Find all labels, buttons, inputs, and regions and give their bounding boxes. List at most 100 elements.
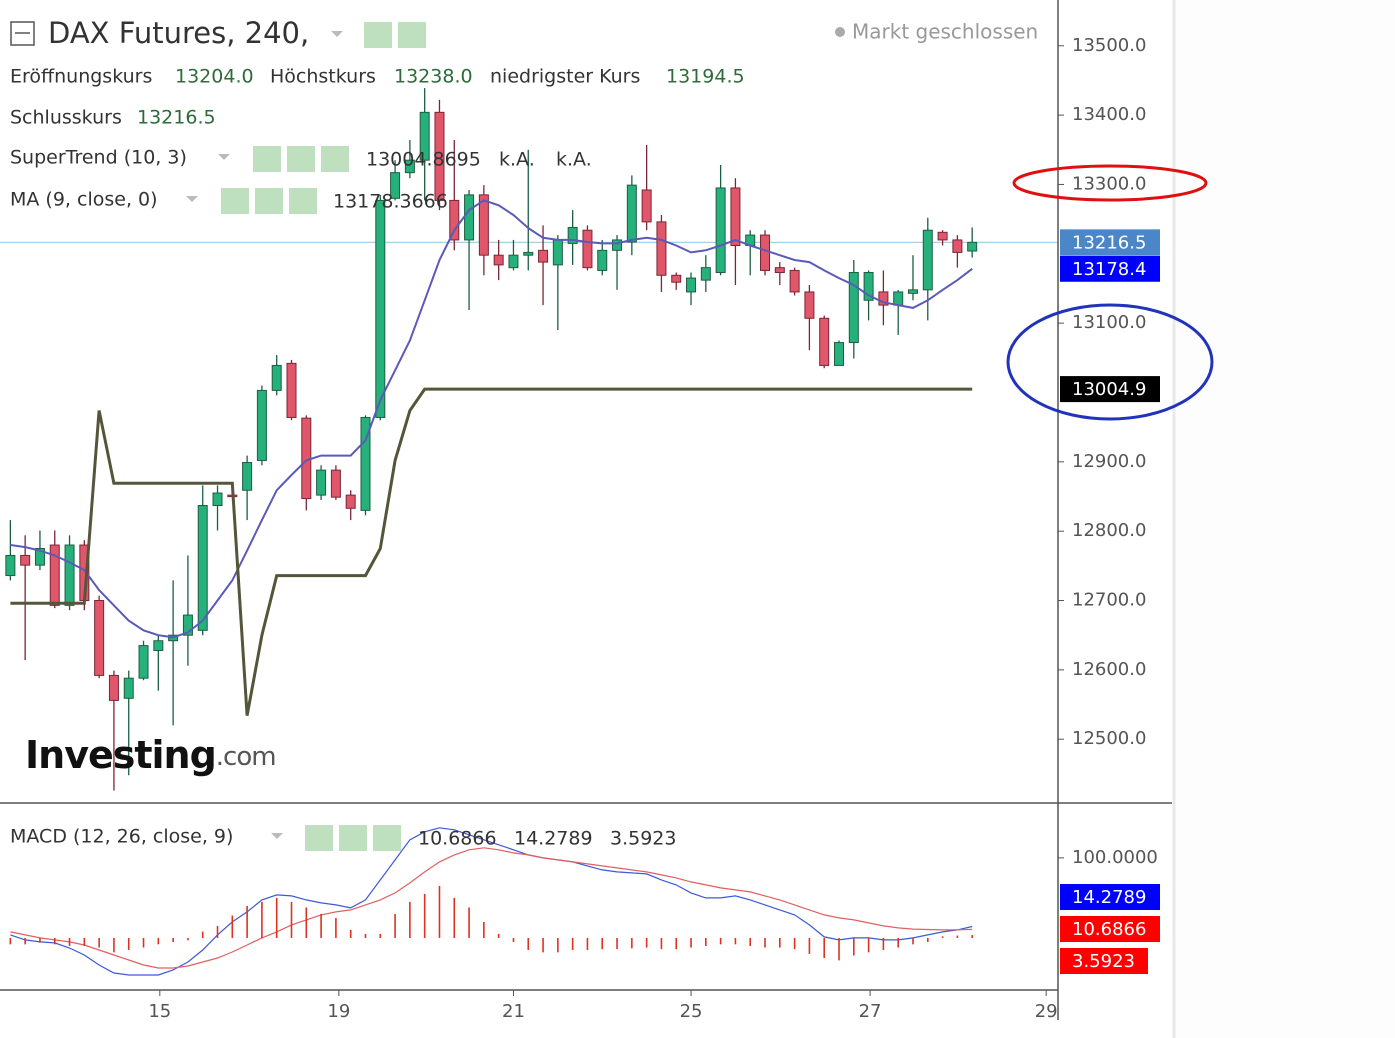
value-label-box (1060, 376, 1160, 403)
value-label: 14.2789 (1072, 887, 1146, 908)
eye-icon[interactable] (305, 825, 333, 851)
candle-body (597, 249, 608, 271)
candle-body (123, 677, 134, 699)
y-tick-label: 12600.0 (1072, 659, 1146, 680)
indicator-name: MACD (12, 26, close, 9) (10, 826, 233, 848)
macd-line (10, 827, 973, 976)
y-tick-label: 13300.0 (1072, 173, 1146, 194)
candle-body (94, 600, 105, 676)
y-tick-label: 13100.0 (1072, 312, 1146, 333)
dropdown-arrow[interactable] (331, 31, 343, 37)
value-label: 3.5923 (1072, 951, 1135, 972)
ohlc-label: Höchstkurs (270, 66, 376, 88)
candle-body (848, 272, 859, 344)
logo-suffix: .com (216, 742, 276, 772)
plot-layer (0, 88, 1058, 976)
value-label-box (1060, 884, 1160, 910)
candle-body (937, 231, 948, 241)
candle-body (404, 159, 415, 174)
dropdown-arrow[interactable] (271, 833, 283, 839)
candle-body (552, 239, 563, 266)
eye-icon[interactable] (253, 146, 281, 172)
value-label-box (1060, 916, 1160, 942)
candle-body (493, 254, 504, 266)
candle-body (641, 189, 652, 223)
ohlc-value: 13204.0 (175, 66, 254, 88)
logo-main: Investing (25, 733, 216, 777)
settings-icon[interactable] (287, 146, 315, 172)
candle-body (345, 494, 356, 509)
collapse-icon[interactable] (10, 21, 35, 46)
x-tick-label: 15 (148, 1001, 171, 1022)
ohlc-value: 13238.0 (394, 66, 473, 88)
candle-body (271, 364, 282, 391)
candle-body (730, 187, 741, 246)
candle-body (34, 548, 45, 566)
settings-icon[interactable] (398, 22, 426, 48)
x-tick-label: 27 (859, 1001, 882, 1022)
remove-icon[interactable] (289, 188, 317, 214)
y-tick-label: 13500.0 (1072, 35, 1146, 56)
candle-body (774, 267, 785, 274)
y-tick-label: 12900.0 (1072, 451, 1146, 472)
value-label-box (1060, 229, 1160, 256)
x-tick-label: 21 (502, 1001, 525, 1022)
settings-icon[interactable] (339, 825, 367, 851)
y-tick-label: 12500.0 (1072, 728, 1146, 749)
eye-icon[interactable] (221, 188, 249, 214)
status-dot (835, 27, 845, 37)
indicator-value: 13178.3666 (333, 191, 448, 213)
candle-body (390, 172, 401, 199)
candle-body (138, 645, 149, 679)
candle-body (834, 342, 845, 366)
y-tick-label: 12800.0 (1072, 520, 1146, 541)
side-area (1176, 0, 1395, 1038)
indicator-value: 10.6866 (418, 828, 497, 850)
candle-body (5, 554, 16, 577)
candle-body (656, 221, 667, 276)
candle-body (64, 544, 75, 606)
candle-body (330, 469, 341, 498)
remove-icon[interactable] (321, 146, 349, 172)
candle-body (153, 640, 164, 651)
candle-body (419, 111, 430, 161)
settings-icon[interactable] (255, 188, 283, 214)
candle-body (952, 239, 963, 253)
candle-body (893, 291, 904, 306)
remove-icon[interactable] (373, 825, 401, 851)
candle-body (671, 274, 682, 283)
indicator-line (10, 199, 973, 639)
candle-body (819, 317, 830, 366)
candle-body (863, 272, 874, 301)
candle-body (49, 544, 60, 606)
ohlc-value: 13194.5 (666, 66, 745, 88)
candle-body (760, 234, 771, 271)
value-label-box (1060, 255, 1160, 282)
x-tick-label: 25 (680, 1001, 703, 1022)
candle-body (286, 362, 297, 418)
candle-body (582, 229, 593, 269)
dropdown-arrow[interactable] (218, 154, 230, 160)
candle-body (907, 289, 918, 294)
candle-body (360, 416, 371, 511)
candle-body (478, 194, 489, 256)
indicator-name: MA (9, close, 0) (10, 189, 158, 211)
logo: Investing.com (25, 733, 276, 777)
candle-body (197, 505, 208, 631)
annotation-ellipse (1012, 164, 1208, 202)
candle-body (182, 614, 193, 636)
candle-body (567, 226, 578, 244)
candle-body (878, 291, 889, 306)
candle-body (523, 251, 534, 256)
chart-title: DAX Futures, 240, (48, 16, 309, 50)
indicator-value: 13004.8695 (366, 149, 481, 171)
candle-body (967, 241, 978, 252)
x-tick-label: 19 (327, 1001, 350, 1022)
dropdown-arrow[interactable] (186, 196, 198, 202)
candle-body (108, 674, 119, 701)
eye-icon[interactable] (364, 22, 392, 48)
candle-body (20, 554, 31, 566)
candle-body (715, 187, 726, 274)
